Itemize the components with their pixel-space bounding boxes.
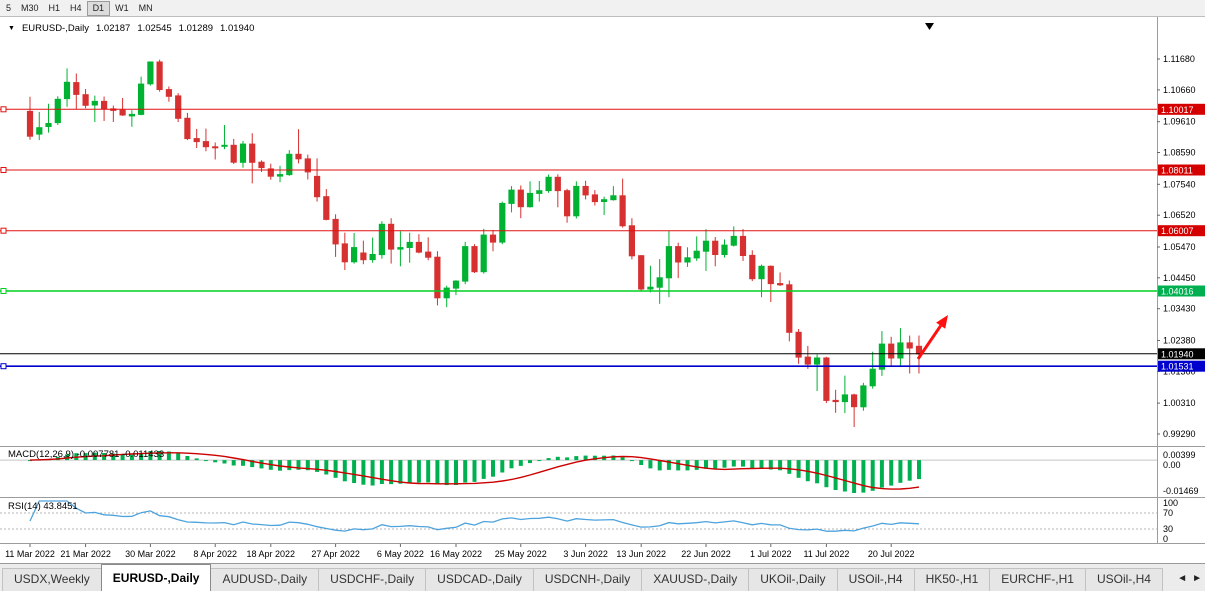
svg-text:1.10660: 1.10660 <box>1163 85 1196 95</box>
timeframe-w1[interactable]: W1 <box>115 2 129 13</box>
svg-text:8 Apr 2022: 8 Apr 2022 <box>193 549 237 559</box>
ohlc-close-value: 1.01940 <box>220 23 255 34</box>
svg-text:100: 100 <box>1163 498 1178 508</box>
svg-text:6 May 2022: 6 May 2022 <box>377 549 424 559</box>
tab-usoil-h4-11[interactable]: USOil-,H4 <box>1084 568 1163 591</box>
timeframe-d1[interactable]: D1 <box>86 0 111 16</box>
svg-text:1.06007: 1.06007 <box>1161 226 1194 236</box>
chart-dropdown-icon[interactable]: ▼ <box>8 25 15 32</box>
tab-scroll-left-icon[interactable]: ◄ <box>1177 573 1188 584</box>
svg-text:22 Jun 2022: 22 Jun 2022 <box>681 549 731 559</box>
chart-area: 1.11680 1.10660 1.09610 1.08590 1.07540 1.065… <box>0 17 1205 563</box>
svg-text:1.08590: 1.08590 <box>1163 148 1196 158</box>
svg-text:1.03430: 1.03430 <box>1163 304 1196 314</box>
price-axis: 1.11680 1.10660 1.09610 1.08590 1.07540 1.065… <box>1157 54 1205 439</box>
timeframe-m30[interactable]: M30 <box>21 2 39 13</box>
ohlc-open-value: 1.02187 <box>95 23 131 34</box>
svg-text:18 Apr 2022: 18 Apr 2022 <box>247 549 296 559</box>
tab-usdchf-daily-3[interactable]: USDCHF-,Daily <box>318 568 427 591</box>
svg-text:1.11680: 1.11680 <box>1163 54 1195 64</box>
svg-text:11 Jul 2022: 11 Jul 2022 <box>803 549 849 559</box>
chart-shift-marker <box>925 23 934 30</box>
svg-text:25 May 2022: 25 May 2022 <box>495 549 547 559</box>
svg-text:1.02380: 1.02380 <box>1163 336 1196 346</box>
svg-text:-0.01469: -0.01469 <box>1163 486 1199 496</box>
chart-symbol-label: EURUSD-,Daily <box>21 23 89 34</box>
ohlc-low-value: 1.01289 <box>178 23 214 34</box>
tab-usdcnh-daily-5[interactable]: USDCNH-,Daily <box>532 568 643 591</box>
svg-text:0.99290: 0.99290 <box>1163 429 1196 439</box>
svg-text:70: 70 <box>1163 508 1173 518</box>
svg-text:1.10017: 1.10017 <box>1161 105 1194 115</box>
svg-text:1.04016: 1.04016 <box>1161 287 1194 297</box>
ohlc-high-value: 1.02545 <box>137 23 172 34</box>
timeframe-mn[interactable]: MN <box>138 2 153 13</box>
candles-layer <box>26 59 923 427</box>
svg-text:11 Mar 2022: 11 Mar 2022 <box>5 549 55 559</box>
tab-usdx-weekly-0[interactable]: USDX,Weekly <box>2 568 102 591</box>
timeframe-h4[interactable]: H4 <box>70 2 82 13</box>
svg-text:1.08011: 1.08011 <box>1161 166 1193 176</box>
tab-usoil-h4-8[interactable]: USOil-,H4 <box>836 568 915 591</box>
svg-text:3 Jun 2022: 3 Jun 2022 <box>563 549 608 559</box>
svg-text:0: 0 <box>1163 534 1168 544</box>
svg-text:27 Apr 2022: 27 Apr 2022 <box>311 549 360 559</box>
rsi-indicator-label: RSI(14) 43.8451 <box>8 501 78 512</box>
tab-xauusd-daily-6[interactable]: XAUUSD-,Daily <box>641 568 750 591</box>
svg-text:1.04450: 1.04450 <box>1163 273 1196 283</box>
timeframe-5[interactable]: 5 <box>6 2 12 13</box>
svg-text:1.00310: 1.00310 <box>1163 398 1196 408</box>
tab-hk50-h1-9[interactable]: HK50-,H1 <box>913 568 991 591</box>
svg-text:13 Jun 2022: 13 Jun 2022 <box>616 549 666 559</box>
trend-arrow-annotation[interactable] <box>916 315 948 360</box>
svg-text:0.00: 0.00 <box>1163 460 1181 470</box>
macd-indicator-label: MACD(12,26,9) -0.007781 -0.011433 <box>8 449 165 460</box>
tab-scroll-buttons: ◄ ► <box>1173 573 1202 584</box>
tab-eurusd-daily-1[interactable]: EURUSD-,Daily <box>100 564 212 591</box>
svg-text:30: 30 <box>1163 524 1173 534</box>
svg-text:30 Mar 2022: 30 Mar 2022 <box>125 549 176 559</box>
timeframe-toolbar: 5 M30 H1 H4 D1 W1 MN <box>0 0 1205 17</box>
svg-text:1.01940: 1.01940 <box>1161 349 1194 359</box>
svg-text:0.00399: 0.00399 <box>1163 450 1196 460</box>
svg-text:1.01531: 1.01531 <box>1161 362 1194 372</box>
svg-text:1.05470: 1.05470 <box>1163 242 1196 252</box>
chart-header: ▼ EURUSD-,Daily 1.02187 1.02545 1.01289 … <box>8 23 254 34</box>
tab-eurchf-h1-10[interactable]: EURCHF-,H1 <box>989 568 1086 591</box>
tab-audusd-daily-2[interactable]: AUDUSD-,Daily <box>210 568 320 591</box>
tab-ukoil-daily-7[interactable]: UKOil-,Daily <box>748 568 838 591</box>
svg-text:21 Mar 2022: 21 Mar 2022 <box>60 549 111 559</box>
svg-text:1.07540: 1.07540 <box>1163 179 1196 189</box>
date-axis: 11 Mar 2022 21 Mar 2022 30 Mar 2022 8 Apr 2… <box>5 544 914 559</box>
timeframe-h1[interactable]: H1 <box>48 2 61 13</box>
svg-text:1.06520: 1.06520 <box>1163 210 1196 220</box>
svg-text:1 Jul 2022: 1 Jul 2022 <box>750 549 792 559</box>
tab-scroll-right-icon[interactable]: ► <box>1192 573 1202 584</box>
svg-text:1.09610: 1.09610 <box>1163 117 1196 127</box>
svg-text:20 Jul 2022: 20 Jul 2022 <box>868 549 915 559</box>
horizontal-lines-layer <box>0 106 1157 370</box>
tab-usdcad-daily-4[interactable]: USDCAD-,Daily <box>425 568 534 591</box>
chart-canvas[interactable]: 1.11680 1.10660 1.09610 1.08590 1.07540 1.065… <box>0 17 1205 563</box>
svg-text:16 May 2022: 16 May 2022 <box>430 549 482 559</box>
chart-tab-bar: USDX,Weekly EURUSD-,Daily AUDUSD-,Daily USD… <box>0 563 1205 591</box>
